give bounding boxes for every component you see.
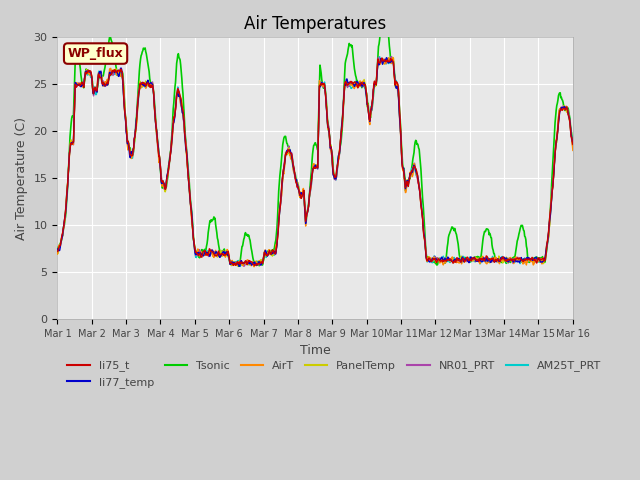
li77_temp [109, 68, 117, 73]
li77_temp [236, 264, 243, 269]
Tsonic [188, 207, 195, 213]
X-axis label: Time: Time [300, 344, 330, 357]
AM25T_PRT [422, 244, 429, 250]
NR01_PRT [240, 264, 248, 269]
PanelTemp [253, 263, 260, 269]
li77_temp [569, 140, 577, 145]
li75_t [109, 69, 117, 75]
Line: PanelTemp: PanelTemp [58, 58, 573, 266]
AM25T_PRT [109, 72, 117, 77]
AirT [275, 228, 282, 233]
PanelTemp [443, 257, 451, 263]
li77_temp [54, 246, 61, 252]
Tsonic [443, 250, 451, 256]
NR01_PRT [443, 256, 451, 262]
li75_t [251, 263, 259, 268]
li75_t [422, 245, 429, 251]
PanelTemp [389, 55, 397, 60]
Line: AirT: AirT [58, 58, 573, 267]
Line: li77_temp: li77_temp [58, 58, 573, 266]
li75_t [569, 142, 577, 147]
AM25T_PRT [443, 258, 451, 264]
PanelTemp [422, 246, 429, 252]
Tsonic [109, 50, 117, 56]
AM25T_PRT [188, 211, 195, 217]
PanelTemp [109, 67, 117, 72]
NR01_PRT [188, 212, 195, 218]
AirT [109, 68, 117, 74]
li77_temp [188, 208, 195, 214]
Line: li75_t: li75_t [58, 58, 573, 265]
PanelTemp [569, 144, 577, 149]
Line: Tsonic: Tsonic [58, 20, 573, 266]
PanelTemp [500, 259, 508, 264]
AirT [422, 246, 429, 252]
li77_temp [383, 55, 390, 60]
li75_t [378, 55, 386, 61]
Tsonic [54, 247, 61, 252]
NR01_PRT [54, 251, 61, 256]
Tsonic [422, 242, 429, 248]
AirT [500, 255, 508, 261]
li75_t [54, 249, 61, 254]
AM25T_PRT [275, 227, 282, 232]
Tsonic [381, 17, 388, 23]
Legend: li75_t, li77_temp, Tsonic, AirT, PanelTemp, NR01_PRT, AM25T_PRT: li75_t, li77_temp, Tsonic, AirT, PanelTe… [63, 356, 605, 392]
AirT [54, 251, 61, 257]
AirT [250, 264, 258, 270]
AM25T_PRT [569, 144, 577, 149]
PanelTemp [54, 251, 61, 257]
li77_temp [275, 228, 282, 234]
li77_temp [500, 254, 508, 260]
AM25T_PRT [236, 264, 244, 269]
NR01_PRT [500, 256, 508, 262]
PanelTemp [275, 227, 282, 232]
Line: NR01_PRT: NR01_PRT [58, 57, 573, 266]
li75_t [275, 230, 282, 236]
NR01_PRT [387, 54, 395, 60]
li75_t [500, 255, 508, 261]
PanelTemp [188, 211, 195, 217]
NR01_PRT [109, 71, 117, 77]
Tsonic [500, 256, 508, 262]
AirT [443, 254, 451, 260]
AM25T_PRT [54, 250, 61, 256]
li77_temp [443, 258, 451, 264]
AM25T_PRT [500, 255, 508, 261]
li75_t [188, 212, 195, 217]
NR01_PRT [275, 226, 282, 231]
Title: Air Temperatures: Air Temperatures [244, 15, 387, 33]
Tsonic [235, 264, 243, 269]
Text: WP_flux: WP_flux [68, 47, 124, 60]
AM25T_PRT [376, 54, 383, 60]
Line: AM25T_PRT: AM25T_PRT [58, 57, 573, 266]
NR01_PRT [422, 245, 429, 251]
AirT [389, 55, 397, 60]
li75_t [443, 258, 451, 264]
AirT [569, 147, 577, 153]
li77_temp [422, 247, 429, 252]
Tsonic [569, 140, 577, 146]
NR01_PRT [569, 144, 577, 149]
Tsonic [275, 202, 282, 207]
Y-axis label: Air Temperature (C): Air Temperature (C) [15, 117, 28, 240]
AirT [188, 216, 195, 222]
